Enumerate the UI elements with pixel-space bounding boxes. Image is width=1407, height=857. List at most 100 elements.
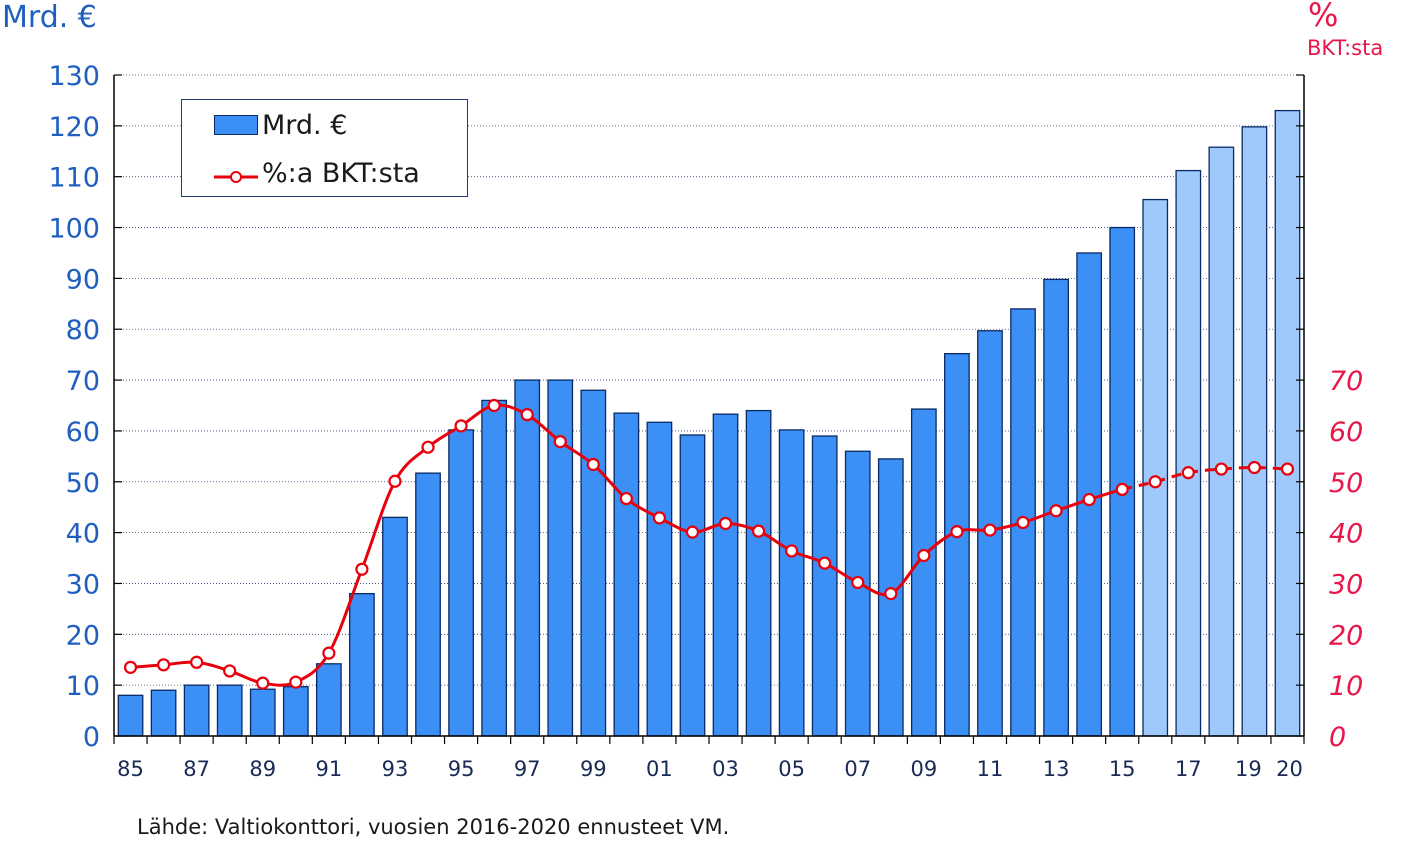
left-tick-label: 50 [66,468,100,499]
left-tick-label: 100 [48,214,100,245]
left-tick-label: 70 [66,366,100,397]
legend: Mrd. € %:a BKT:sta [181,99,468,197]
left-axis-unit: Mrd. € [2,0,97,35]
bar-15 [1109,226,1136,737]
x-tick-label: 13 [1043,757,1070,781]
point-02 [685,525,700,539]
bar-99 [580,389,607,737]
point-20 [1280,462,1295,476]
bar-85 [117,694,144,737]
x-tick-label: 89 [249,757,276,781]
bar-88 [216,684,243,737]
point-91 [322,646,336,660]
right-axis-unit-symbol: % [1308,0,1339,34]
source-note: Lähde: Valtiokonttori, vuosien 2016-2020… [137,815,730,839]
bar-16 [1142,198,1169,737]
bar-89 [249,688,276,737]
right-tick-label: 60 [1329,417,1363,448]
legend-bars-label: Mrd. € [262,109,348,141]
bar-17 [1175,169,1202,737]
bar-00 [613,412,640,737]
left-tick-label: 10 [66,671,100,702]
point-03 [718,516,733,531]
x-tick-label: 97 [514,757,541,781]
bar-12 [1010,308,1036,737]
bars [117,109,1301,737]
gridlines [114,74,1304,686]
bar-18 [1208,146,1235,737]
left-tick-label: 120 [48,112,100,143]
point-97 [520,408,534,422]
legend-item-line: %:a BKT:sta [182,153,420,193]
point-90 [289,675,303,689]
x-tick-label: 17 [1175,757,1202,781]
legend-line-swatch [214,163,258,183]
bar-93 [382,516,408,737]
bar-01 [646,421,673,737]
right-tick-label: 70 [1329,366,1363,397]
bar-05 [778,429,805,737]
x-tick-label: 99 [580,757,607,781]
point-86 [156,658,171,672]
x-tick-label: 20 [1276,757,1303,781]
axes [113,74,1305,744]
point-17 [1181,466,1195,480]
bar-19 [1241,126,1268,737]
bar-87 [183,684,210,737]
bar-10 [944,352,970,737]
left-tick-label: 30 [66,569,100,600]
point-01 [652,511,667,525]
point-92 [355,562,369,576]
x-tick-label: 91 [315,757,342,781]
x-tick-labels: 85 87 89 91 93 95 97 99 01 03 05 07 09 11 13 15 17 19 20 [117,757,1303,781]
point-89 [256,676,270,690]
bar-97 [514,379,541,737]
point-13 [1049,504,1063,518]
point-11 [983,523,997,537]
x-tick-label: 19 [1235,757,1262,781]
right-tick-label: 30 [1329,569,1363,600]
left-tick-labels: 0 10 20 30 40 50 60 70 80 90 100 110 120 130 [48,61,100,753]
left-tick-label: 110 [48,163,100,194]
x-tick-label: 85 [117,757,144,781]
left-tick-label: 20 [66,620,100,651]
legend-bar-swatch [214,115,258,135]
x-tick-label: 93 [382,757,409,781]
right-tick-label: 10 [1329,671,1363,702]
bar-20 [1274,109,1301,737]
x-tick-label: 01 [646,757,673,781]
point-16 [1148,475,1162,489]
point-96 [487,398,501,413]
x-tick-label: 87 [183,757,210,781]
bar-86 [150,689,177,737]
left-tick-label: 60 [66,417,100,448]
left-tick-label: 90 [66,264,100,295]
point-99 [586,457,600,472]
bar-06 [811,435,838,737]
left-tick-label: 40 [66,519,100,550]
right-tick-label: 40 [1329,519,1363,550]
bar-94 [415,472,441,737]
x-tick-label: 11 [977,757,1004,781]
right-tick-labels: 0 10 20 30 40 50 60 70 [1329,366,1363,753]
point-85 [123,660,138,674]
x-tick-label: 09 [910,757,937,781]
point-15 [1115,482,1129,496]
bar-95 [448,429,474,737]
bar-04 [745,409,772,737]
point-10 [950,524,964,539]
x-tick-label: 03 [712,757,739,781]
point-87 [190,655,204,669]
legend-item-bars: Mrd. € [182,105,347,145]
x-tick-label: 07 [844,757,871,781]
point-09 [917,548,931,563]
bar-96 [481,399,508,737]
bar-91 [315,663,342,737]
point-94 [421,440,435,454]
point-95 [454,419,468,433]
point-88 [223,664,237,678]
point-00 [619,491,633,506]
point-08 [884,587,898,601]
point-14 [1082,492,1096,507]
